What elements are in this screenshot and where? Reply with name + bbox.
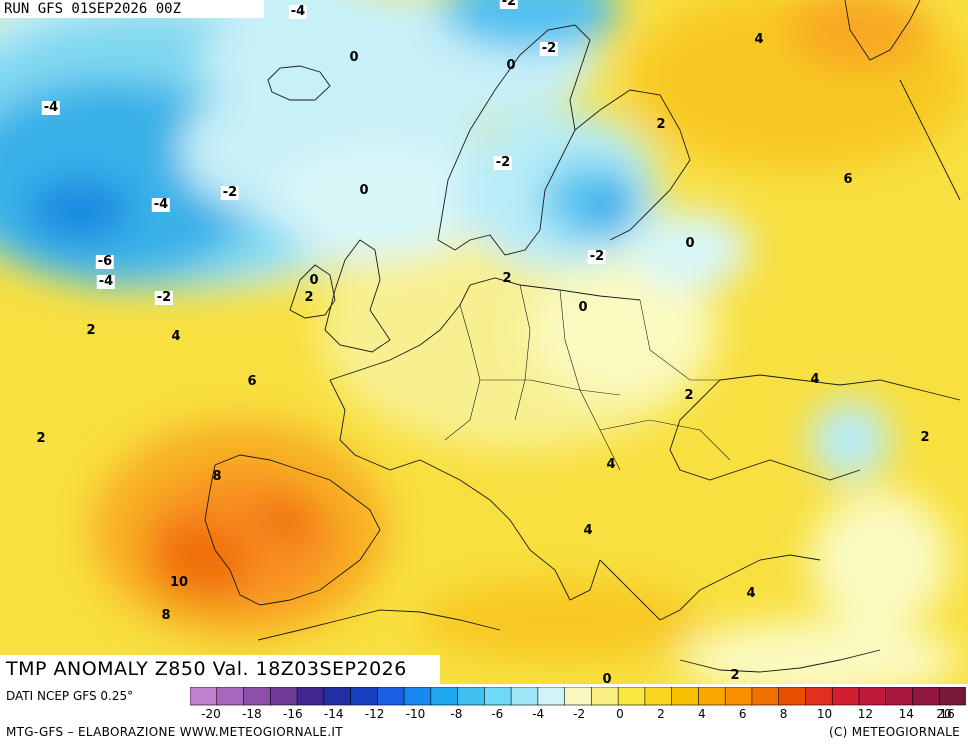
contour-label: 0 — [309, 273, 319, 288]
scale-swatch — [510, 686, 539, 706]
footer: DATI NCEP GFS 0.25° -20 -18 -16 -14 -12 -10 -8… — [0, 684, 968, 745]
scale-swatch — [591, 686, 619, 706]
contour-label: -2 — [493, 155, 513, 170]
contour-label: -2 — [499, 0, 519, 9]
contour-label: 2 — [684, 388, 694, 403]
scale-tick-label: 10 — [816, 707, 833, 721]
scale-swatch — [296, 686, 325, 706]
credit-right: (C) METEOGIORNALE — [828, 725, 960, 739]
contour-label: -2 — [154, 290, 174, 305]
scale-swatch — [269, 686, 298, 706]
scale-swatch — [537, 686, 566, 706]
run-label: RUN GFS 01SEP2026 00Z — [0, 0, 264, 18]
scale-tick-label: -6 — [491, 707, 504, 721]
scale-swatch — [189, 686, 218, 706]
scale-tick-label: 6 — [738, 707, 747, 721]
scale-swatch — [858, 686, 887, 706]
scale-tick-label: 16 — [939, 707, 955, 721]
scale-tick-label: -8 — [450, 707, 463, 721]
contour-label: 4 — [606, 457, 616, 472]
scale-swatch — [617, 686, 646, 706]
scale-swatch — [751, 686, 780, 706]
contour-label: 4 — [746, 586, 756, 601]
scale-swatch — [403, 686, 432, 706]
map-title: TMP ANOMALY Z850 Val. 18Z03SEP2026 — [0, 655, 440, 684]
contour-label: 2 — [86, 323, 96, 338]
scale-swatch — [323, 686, 352, 706]
scale-swatch — [644, 686, 673, 706]
contour-label: 0 — [602, 672, 612, 685]
scale-tick-label: 12 — [857, 707, 874, 721]
contour-label: -6 — [95, 254, 115, 269]
contour-label: 4 — [171, 329, 181, 344]
scale-tick-label: -10 — [405, 707, 426, 721]
anomaly-map: RUN GFS 01SEP2026 00Z -4 0 0 0 0 -2 -4 4… — [0, 0, 968, 684]
scale-tick-label: -16 — [282, 707, 303, 721]
scale-tick-label: 14 — [898, 707, 914, 721]
contour-label: -4 — [96, 274, 116, 289]
scale-swatch — [831, 686, 860, 706]
contour-label: 4 — [810, 372, 820, 387]
map-canvas — [0, 0, 968, 684]
contour-label: 2 — [920, 430, 930, 445]
contour-label: 2 — [656, 117, 666, 132]
contour-label: 2 — [502, 271, 512, 286]
coastlines — [204, 0, 961, 673]
contour-label: 0 — [349, 50, 359, 65]
scale-swatch — [350, 686, 379, 706]
scale-swatch — [243, 686, 272, 706]
contour-label: -2 — [220, 185, 240, 200]
contour-label: 6 — [247, 374, 257, 389]
scale-tick-label: 4 — [697, 707, 706, 721]
scale-swatch — [805, 686, 834, 706]
scale-swatch — [430, 686, 459, 706]
contour-label: 0 — [359, 183, 369, 198]
contour-label: -2 — [539, 41, 559, 56]
scale-swatch — [564, 686, 593, 706]
scale-tick-label: -4 — [532, 707, 545, 721]
contour-label: -4 — [41, 100, 61, 115]
scale-tick-label: -2 — [573, 707, 586, 721]
contour-label: 8 — [212, 469, 222, 484]
scale-swatch — [377, 686, 405, 706]
contour-label: -4 — [288, 4, 308, 19]
contour-label: 2 — [730, 668, 740, 683]
contour-label: 8 — [161, 608, 171, 623]
contour-label: 2 — [304, 290, 314, 305]
contour-label: 6 — [843, 172, 853, 187]
color-scale-svg — [189, 686, 967, 706]
contour-label: 4 — [583, 523, 593, 538]
contour-label: 0 — [506, 58, 516, 73]
contour-label: 4 — [754, 32, 764, 47]
scale-swatch — [671, 686, 700, 706]
scale-tick-label: 2 — [657, 707, 665, 721]
contour-label: -2 — [587, 249, 607, 264]
scale-swatch — [698, 686, 726, 706]
contour-label: 0 — [578, 300, 588, 315]
credit-left: MTG-GFS – ELABORAZIONE WWW.METEOGIORNALE… — [6, 725, 343, 739]
contour-label: 10 — [169, 575, 189, 590]
scale-swatch — [457, 686, 486, 706]
scale-tick-label: -14 — [323, 707, 344, 721]
scale-tick-label: -12 — [364, 707, 385, 721]
scale-tick-label: 8 — [779, 707, 788, 721]
scale-tick-label: 0 — [616, 707, 624, 721]
contour-label: 0 — [685, 236, 695, 251]
data-source: DATI NCEP GFS 0.25° — [6, 689, 134, 703]
scale-tick-label: -20 — [201, 707, 221, 721]
scale-tick-label: 20 — [936, 707, 952, 721]
scale-swatch — [724, 686, 753, 706]
contour-label: 2 — [36, 431, 46, 446]
borders — [444, 284, 731, 471]
scale-swatch — [885, 686, 914, 706]
scale-swatch — [912, 686, 941, 706]
scale-swatch — [778, 686, 807, 706]
anomaly-field — [0, 0, 968, 684]
contour-label: -4 — [151, 197, 171, 212]
scale-swatch — [216, 686, 245, 706]
scale-tick-label: -18 — [242, 707, 262, 721]
scale-swatch — [938, 686, 967, 706]
scale-swatch — [484, 686, 512, 706]
color-scale-bar — [189, 686, 967, 713]
